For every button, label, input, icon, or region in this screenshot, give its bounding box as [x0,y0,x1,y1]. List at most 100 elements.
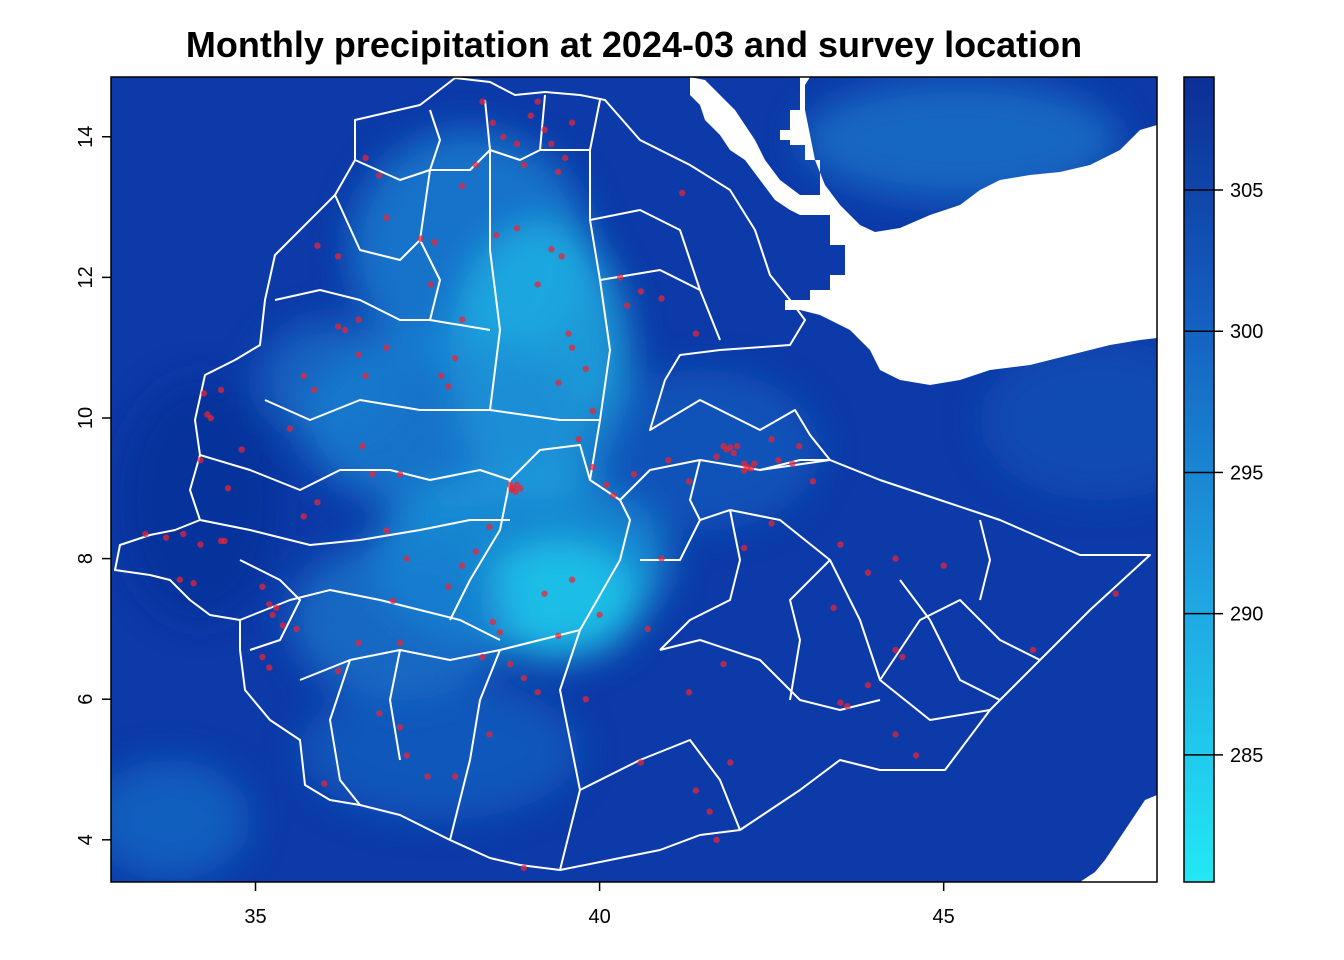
survey-point [334,253,342,260]
map-title: Monthly precipitation at 2024-03 and sur… [186,24,1082,65]
y-tick-label: 14 [75,126,97,148]
survey-point [575,435,583,443]
survey-point [479,653,486,661]
survey-point [747,465,755,472]
x-axis: 35 40 45 [244,882,955,928]
x-tick-label: 35 [244,906,266,928]
survey-point [273,604,280,611]
survey-point [548,140,555,147]
survey-point [555,632,562,640]
survey-point [568,344,576,351]
survey-point [789,460,796,467]
survey-point [355,639,362,647]
survey-point [892,646,899,654]
survey-point [445,583,452,590]
survey-point [500,133,507,140]
survey-point [162,534,170,541]
survey-point [534,98,541,105]
survey-point [286,425,294,432]
survey-point [190,580,197,587]
survey-point [892,731,899,738]
survey-point [506,660,514,668]
survey-point [417,235,424,242]
survey-point [334,667,342,675]
survey-point [637,288,645,295]
survey-point [837,541,844,548]
admin-boundaries [114,77,1151,871]
survey-point [224,485,232,492]
survey-point [555,168,562,176]
survey-point [513,225,521,232]
survey-point [180,530,187,538]
legend-colorbar: 285 290 295 300 305 [1183,76,1263,883]
survey-point [568,119,576,126]
survey-point [458,316,466,323]
survey-point [665,457,672,464]
survey-point [775,457,782,464]
survey-point [376,172,383,179]
survey-point [1112,590,1119,597]
survey-point [310,386,318,394]
survey-point [451,355,459,362]
survey-point [562,154,569,162]
no-data-red-sea [690,77,1157,385]
survey-point [727,444,734,451]
survey-point [472,548,479,555]
survey-point [300,513,307,520]
survey-point [362,372,369,379]
survey-point [376,710,383,717]
survey-point [217,386,225,394]
survey-point [582,696,589,703]
survey-point [692,330,700,337]
survey-point [596,611,603,618]
survey-point [508,486,515,493]
survey-point [520,674,528,682]
precipitation-raster [111,77,1157,882]
legend-tick-label: 300 [1230,321,1263,343]
survey-point [266,664,273,671]
survey-point [658,555,665,562]
survey-point [617,274,624,281]
survey-point [359,442,366,450]
legend-tick-label: 285 [1230,745,1263,767]
survey-point [458,182,466,190]
survey-point [912,752,920,759]
survey-point [679,189,686,197]
survey-point [458,562,466,569]
legend-tick-label: 305 [1230,180,1263,202]
survey-point [706,808,713,815]
survey-point [424,773,431,780]
survey-point [727,759,734,766]
survey-point [369,471,376,478]
survey-point [259,653,266,661]
legend-tick-label: 290 [1230,604,1263,626]
no-data-southeast [1080,795,1157,882]
legend-tick-label: 295 [1230,462,1263,484]
survey-point [565,330,572,337]
y-tick-label: 10 [75,407,97,429]
survey-point [940,562,947,569]
survey-point [383,527,390,534]
survey-point [142,530,149,538]
y-tick-label: 8 [75,553,97,564]
survey-point [837,699,844,706]
survey-point [589,464,596,471]
survey-point [740,467,748,474]
survey-point [486,523,493,531]
survey-point [389,597,397,604]
country-outline [114,77,1151,871]
survey-point [396,471,404,478]
survey-point [527,112,534,119]
survey-point [445,383,452,390]
survey-point [266,601,273,608]
survey-point [730,449,737,457]
survey-point [383,214,390,221]
y-tick-label: 12 [75,266,97,288]
survey-point [768,520,775,527]
survey-point [644,625,651,633]
survey-point [520,161,528,169]
survey-point [555,379,562,386]
survey-point [568,576,576,583]
survey-point [520,864,528,872]
